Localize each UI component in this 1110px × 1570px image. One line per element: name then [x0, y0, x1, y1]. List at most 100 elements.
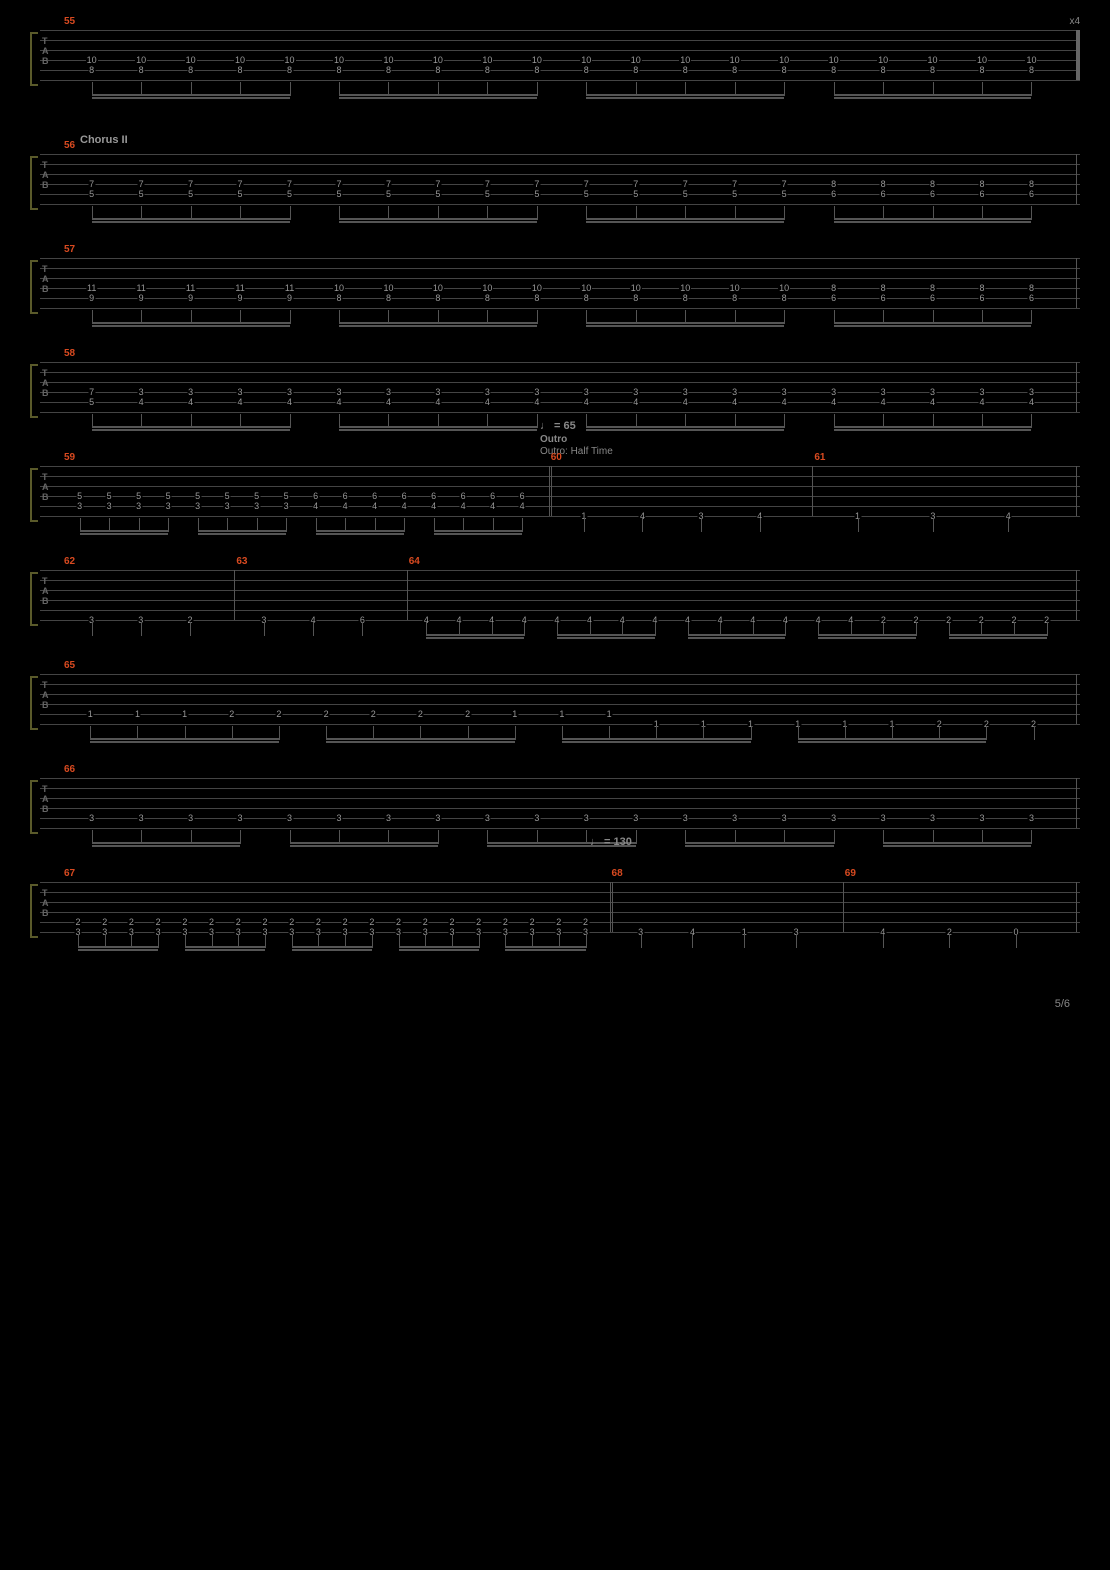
fret-number: 5: [88, 398, 95, 406]
beam: [92, 218, 290, 220]
fret-number: 3: [830, 814, 837, 822]
fret-number: 8: [731, 294, 738, 302]
staff-line: [40, 600, 1080, 601]
fret-number: 7: [583, 180, 590, 188]
fret-number: 5: [533, 190, 540, 198]
fret-number: 8: [484, 66, 491, 74]
note-stem: [264, 622, 265, 636]
fret-number: 3: [929, 814, 936, 822]
fret-number: 8: [237, 66, 244, 74]
fret-number: 5: [632, 190, 639, 198]
beam: [426, 634, 524, 636]
fret-number: 2: [502, 918, 509, 926]
note-stem: [265, 934, 266, 948]
note-stem: [1031, 82, 1032, 96]
note-stem: [986, 726, 987, 740]
staff-line: [40, 164, 1080, 165]
fret-number: 5: [106, 492, 113, 500]
fret-number: 2: [235, 918, 242, 926]
fret-number: 3: [135, 502, 142, 510]
note-stem: [290, 310, 291, 324]
staff-line: [40, 258, 1080, 259]
staff-line: [40, 570, 1080, 571]
staff-line: [40, 912, 1080, 913]
fret-number: 3: [632, 814, 639, 822]
beam: [92, 429, 290, 431]
beam: [92, 221, 290, 223]
fret-number: 8: [929, 180, 936, 188]
fret-number: 2: [75, 918, 82, 926]
fret-number: 2: [261, 918, 268, 926]
fret-number: 9: [237, 294, 244, 302]
fret-number: 8: [929, 66, 936, 74]
note-stem: [1031, 830, 1032, 844]
staff-line: [40, 684, 1080, 685]
beam: [339, 221, 537, 223]
measure-number: 67: [64, 868, 75, 879]
staff-line: [40, 674, 1080, 675]
beam: [834, 426, 1032, 428]
fret-number: 8: [830, 66, 837, 74]
fret-number: 3: [335, 388, 342, 396]
fret-number: 9: [286, 294, 293, 302]
fret-number: 10: [778, 284, 790, 292]
beam: [818, 634, 916, 636]
tab-system: TAB1191191191191191081081081081081081081…: [30, 258, 1080, 334]
beam: [326, 738, 515, 740]
fret-number: 8: [434, 294, 441, 302]
tab-staff: x4TAB10810810810810810810810810810810810…: [40, 30, 1080, 106]
measure-number: 65: [64, 660, 75, 671]
fret-number: 10: [679, 56, 691, 64]
beam: [292, 946, 372, 948]
fret-number: 3: [253, 502, 260, 510]
fret-number: 4: [979, 398, 986, 406]
note-stem: [537, 310, 538, 324]
fret-number: 7: [731, 180, 738, 188]
fret-number: 4: [484, 398, 491, 406]
measure-number: 66: [64, 764, 75, 775]
fret-number: 2: [417, 710, 424, 718]
note-stem: [949, 934, 950, 948]
measure-number: 62: [64, 556, 75, 567]
staff-line: [40, 778, 1080, 779]
fret-number: 5: [253, 492, 260, 500]
note-stem: [1031, 310, 1032, 324]
measure-number: 64: [409, 556, 420, 567]
fret-number: 10: [630, 284, 642, 292]
fret-number: 8: [385, 294, 392, 302]
fret-number: 3: [533, 814, 540, 822]
beam-region: [40, 518, 1080, 542]
staff-line: [40, 184, 1080, 185]
fret-number: 3: [76, 502, 83, 510]
staff-line: [40, 382, 1080, 383]
fret-number: 10: [778, 56, 790, 64]
fret-number: 6: [929, 190, 936, 198]
measure-number: 58: [64, 348, 75, 359]
barline: [234, 570, 235, 620]
fret-number: 6: [489, 492, 496, 500]
beam-region: [40, 726, 1080, 750]
fret-number: 5: [165, 492, 172, 500]
fret-number: 7: [385, 180, 392, 188]
fret-number: 6: [929, 294, 936, 302]
fret-number: 3: [632, 388, 639, 396]
tab-staff: TAB3333333333333333333366: [40, 778, 1080, 854]
note-stem: [636, 830, 637, 844]
beam: [78, 949, 158, 951]
fret-number: 10: [679, 284, 691, 292]
beam: [92, 325, 290, 327]
fret-number: 5: [138, 190, 145, 198]
tab-clef: TAB: [42, 784, 49, 814]
staff-line: [40, 724, 1080, 725]
fret-number: 9: [138, 294, 145, 302]
fret-number: 3: [194, 502, 201, 510]
system-bracket: [30, 780, 38, 834]
beam: [92, 845, 240, 847]
note-stem: [641, 934, 642, 948]
note-stem: [586, 934, 587, 948]
fret-number: 10: [481, 56, 493, 64]
fret-number: 2: [395, 918, 402, 926]
fret-number: 4: [138, 398, 145, 406]
fret-number: 10: [185, 56, 197, 64]
barline: [1076, 882, 1077, 932]
